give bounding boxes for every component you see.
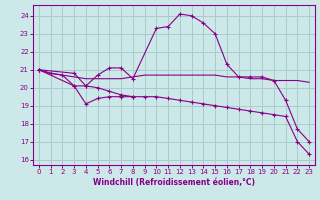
X-axis label: Windchill (Refroidissement éolien,°C): Windchill (Refroidissement éolien,°C): [93, 178, 255, 187]
